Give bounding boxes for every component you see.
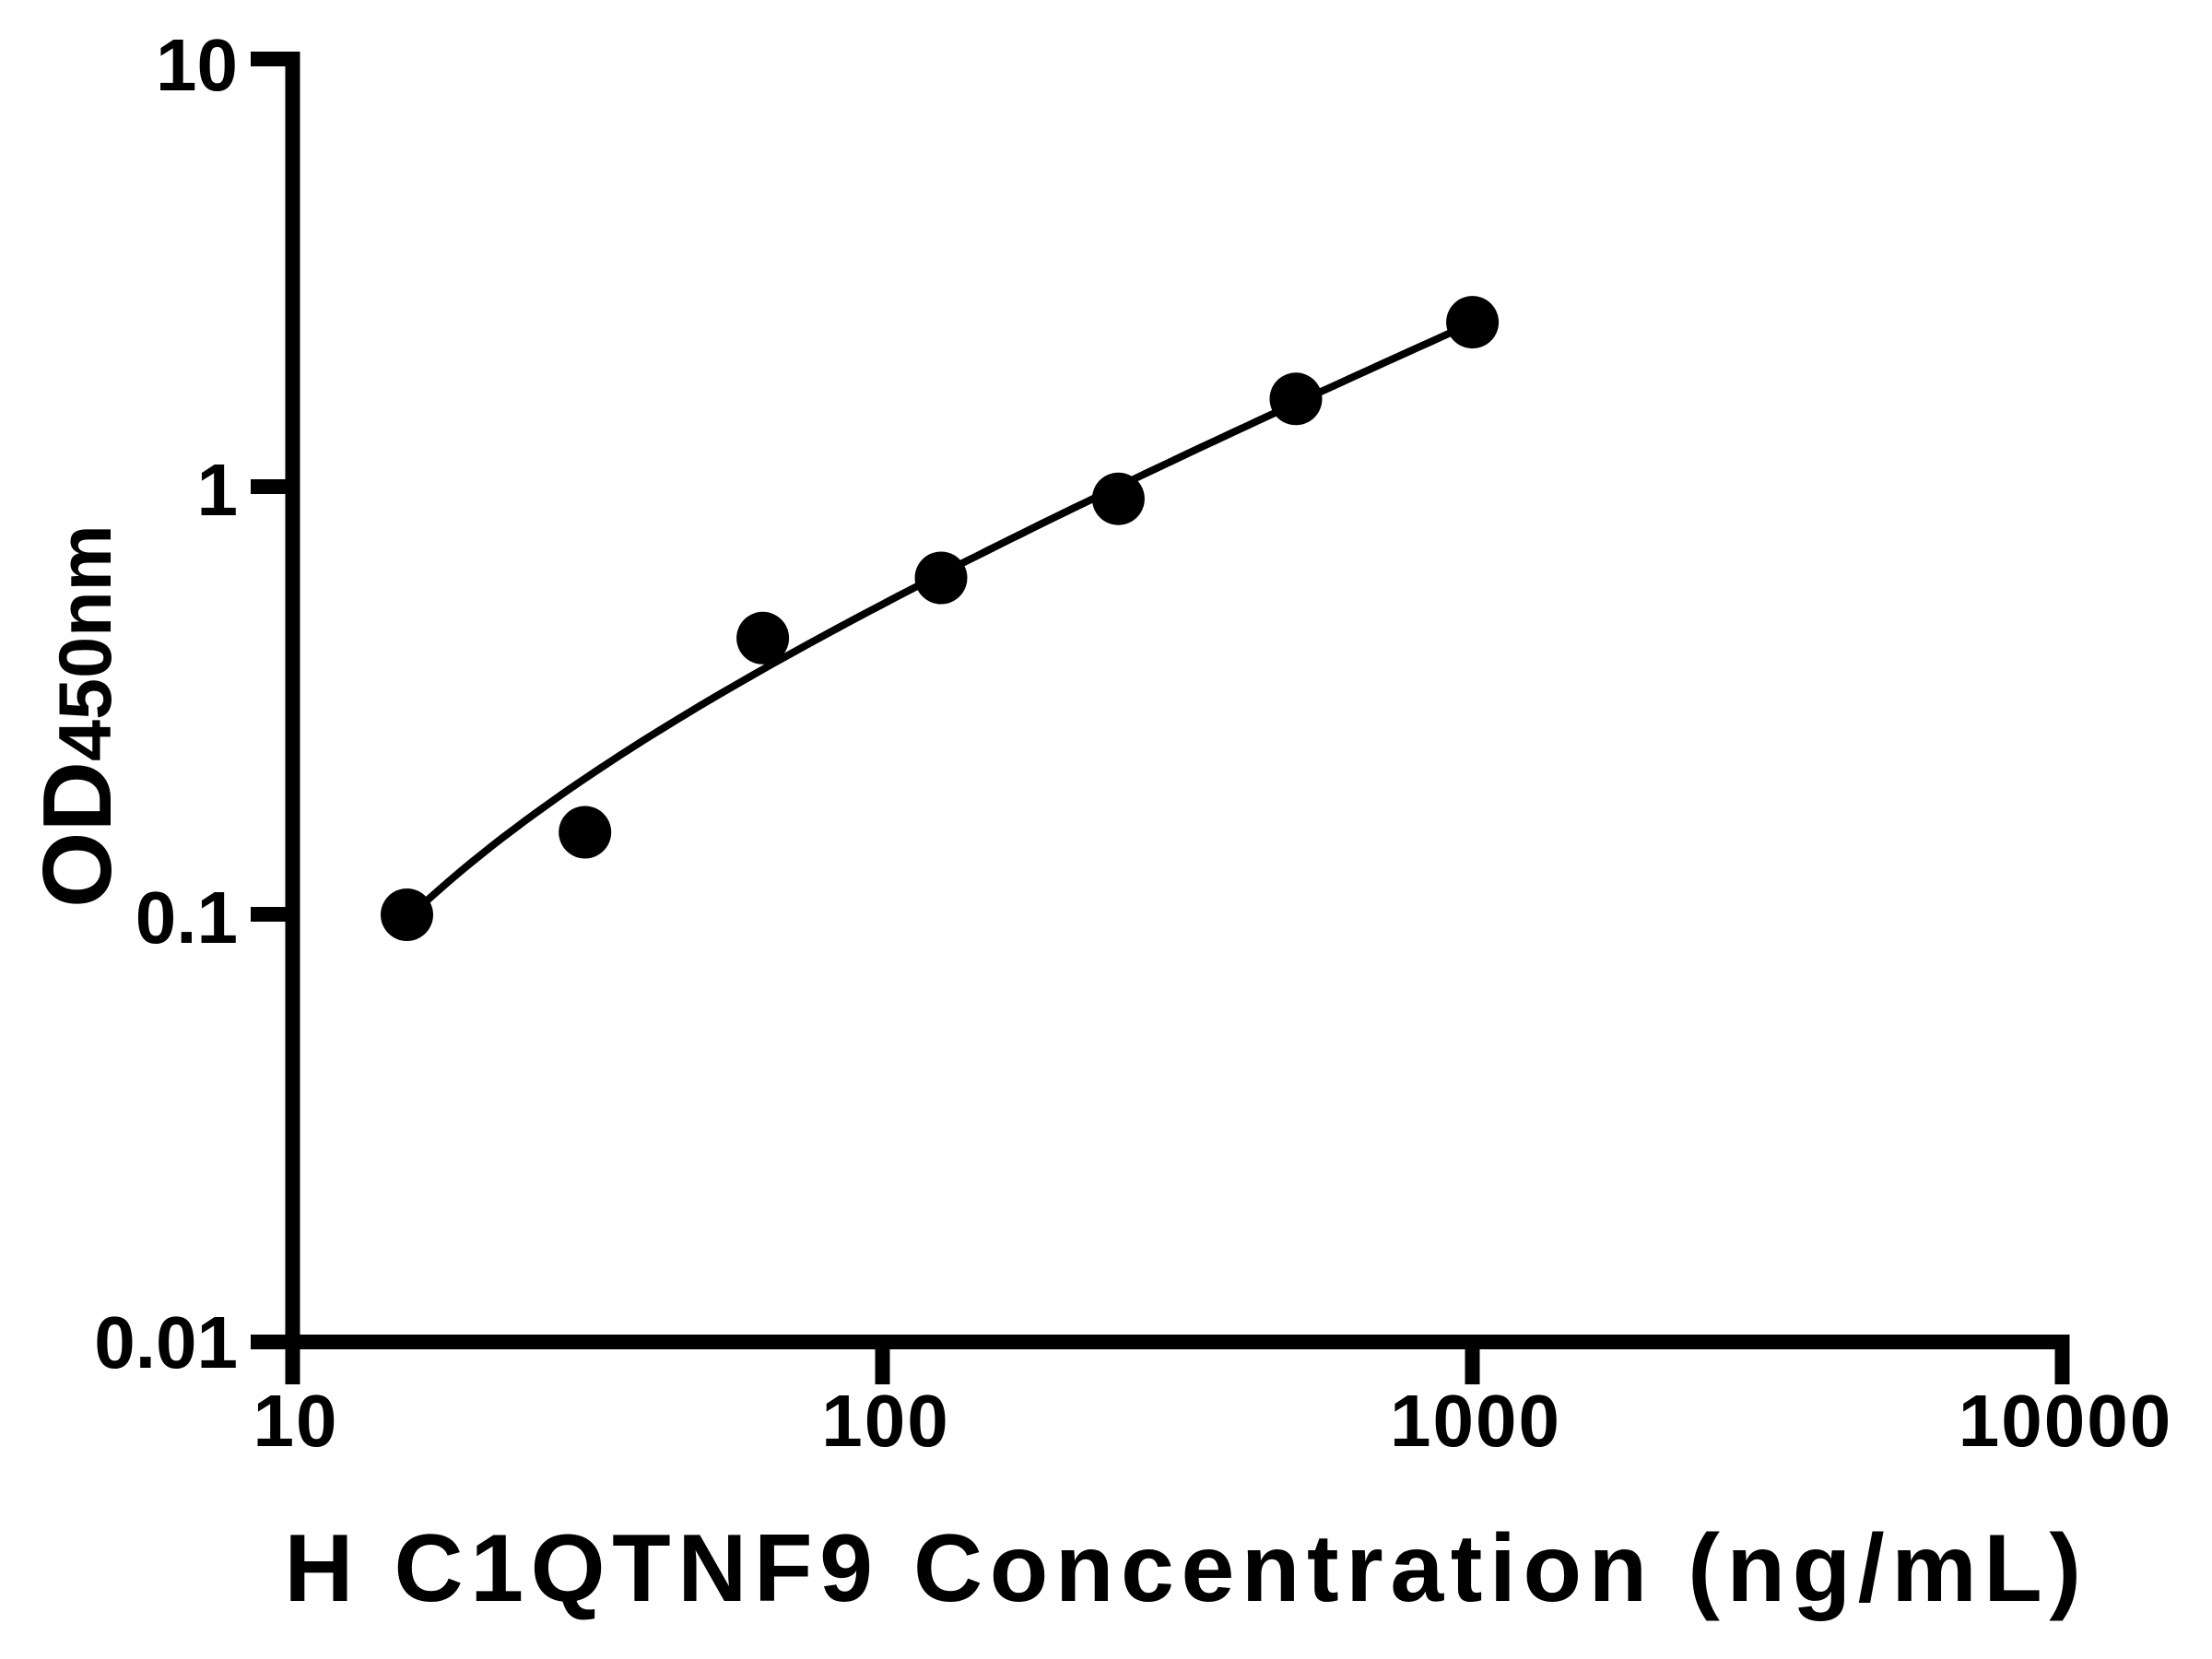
svg-text:0.01: 0.01 (94, 1301, 238, 1383)
svg-text:1000: 1000 (1390, 1380, 1561, 1462)
svg-text:0.1: 0.1 (135, 877, 238, 959)
svg-text:100: 100 (821, 1380, 949, 1462)
svg-text:OD450nm: OD450nm (23, 524, 132, 908)
svg-text:10: 10 (156, 24, 238, 106)
svg-text:10: 10 (253, 1380, 339, 1462)
svg-text:1: 1 (197, 449, 239, 531)
svg-text:10000: 10000 (1959, 1380, 2172, 1462)
svg-text:H C1QTNF9 Concentration (ng/mL: H C1QTNF9 Concentration (ng/mL) (284, 1515, 2088, 1622)
